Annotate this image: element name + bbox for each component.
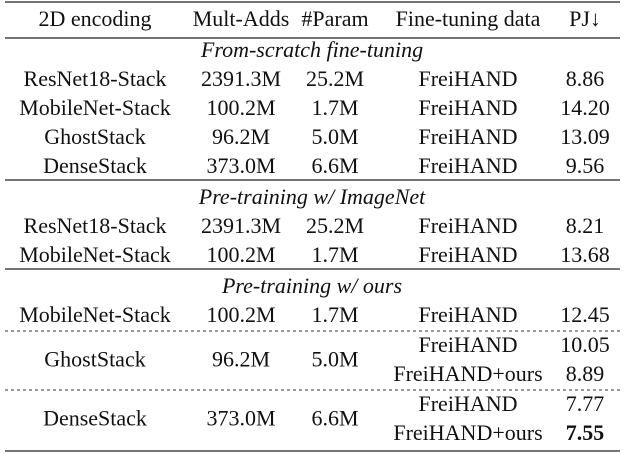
header-cell: Fine-tuning data (396, 6, 541, 31)
header-cell: Mult-Adds (193, 6, 290, 31)
cell-params: 1.7M (311, 302, 358, 327)
cell-encoding: MobileNet-Stack (19, 242, 171, 267)
cell-pj: 14.20 (560, 95, 610, 120)
cell-data: FreiHAND (419, 95, 518, 120)
cell-mult-adds: 96.2M (212, 124, 270, 149)
cell-params: 1.7M (311, 242, 358, 267)
cell-encoding: GhostStack (44, 347, 145, 372)
section-title: From-scratch fine-tuning (200, 37, 423, 62)
section-title: Pre-training w/ ImageNet (198, 184, 426, 209)
cell-data: FreiHAND (419, 124, 518, 149)
cell-pj: 9.56 (566, 153, 605, 178)
cell-data: FreiHAND (419, 66, 518, 91)
cell-pj: 10.05 (560, 332, 610, 357)
cell-mult-adds: 2391.3M (201, 213, 281, 238)
cell-data: FreiHAND (419, 242, 518, 267)
cell-pj: 13.68 (560, 242, 610, 267)
cell-params: 6.6M (311, 153, 358, 178)
cell-data: FreiHAND (419, 302, 518, 327)
header-cell: 2D encoding (38, 6, 151, 31)
cell-encoding: GhostStack (44, 124, 145, 149)
cell-pj: 8.89 (566, 361, 605, 386)
cell-data: FreiHAND+ours (393, 420, 542, 445)
section-title: Pre-training w/ ours (221, 273, 402, 298)
cell-encoding: DenseStack (43, 406, 147, 431)
cell-params: 5.0M (311, 124, 358, 149)
cell-params: 5.0M (311, 347, 358, 372)
cell-data: FreiHAND (419, 213, 518, 238)
header-cell: PJ↓ (569, 6, 601, 31)
cell-pj: 13.09 (560, 124, 610, 149)
cell-encoding: ResNet18-Stack (24, 66, 167, 91)
cell-mult-adds: 96.2M (212, 347, 270, 372)
cell-data: FreiHAND (419, 332, 518, 357)
cell-encoding: DenseStack (43, 153, 147, 178)
cell-mult-adds: 373.0M (206, 153, 275, 178)
cell-data: FreiHAND (419, 153, 518, 178)
cell-params: 25.2M (306, 213, 364, 238)
cell-encoding: MobileNet-Stack (19, 95, 171, 120)
cell-pj: 7.77 (566, 391, 605, 416)
cell-mult-adds: 100.2M (206, 95, 275, 120)
cell-pj: 7.55 (566, 420, 605, 445)
cell-mult-adds: 2391.3M (201, 66, 281, 91)
cell-params: 1.7M (311, 95, 358, 120)
cell-mult-adds: 100.2M (206, 302, 275, 327)
cell-pj: 8.86 (566, 66, 605, 91)
header-cell: #Param (301, 6, 368, 31)
cell-mult-adds: 373.0M (206, 406, 275, 431)
cell-encoding: ResNet18-Stack (24, 213, 167, 238)
cell-data: FreiHAND (419, 391, 518, 416)
cell-data: FreiHAND+ours (393, 361, 542, 386)
cell-params: 25.2M (306, 66, 364, 91)
cell-params: 6.6M (311, 406, 358, 431)
cell-pj: 8.21 (566, 213, 605, 238)
cell-mult-adds: 100.2M (206, 242, 275, 267)
cell-pj: 12.45 (560, 302, 610, 327)
cell-encoding: MobileNet-Stack (19, 302, 171, 327)
